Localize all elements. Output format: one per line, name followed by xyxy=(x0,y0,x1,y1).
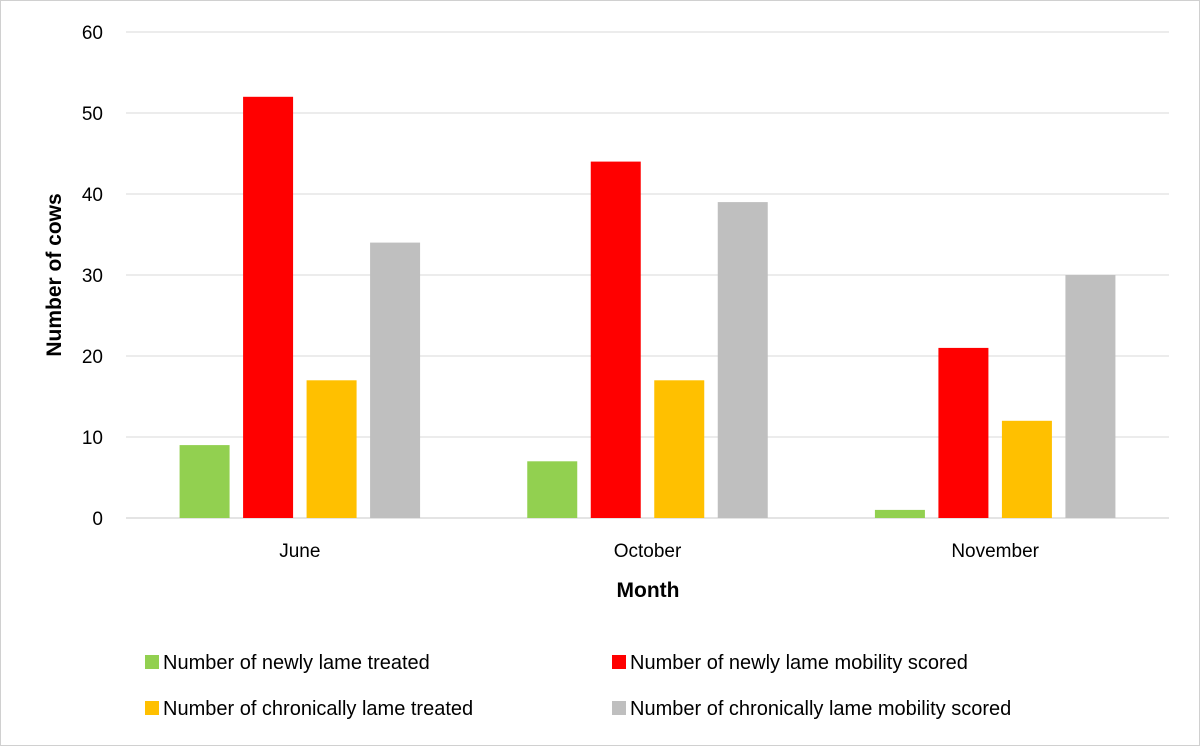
y-axis-ticks: 0 10 20 30 40 50 60 xyxy=(82,23,103,530)
bar xyxy=(938,347,989,518)
y-tick-label: 10 xyxy=(82,428,103,449)
legend-swatch xyxy=(612,701,626,715)
legend-item: Number of newly lame mobility scored xyxy=(612,652,968,674)
legend-swatch xyxy=(145,701,159,715)
legend-item: Number of chronically lame mobility scor… xyxy=(612,698,1011,720)
bar xyxy=(306,380,357,518)
bars xyxy=(179,96,1116,519)
bar xyxy=(243,96,294,519)
legend-label: Number of chronically lame mobility scor… xyxy=(630,698,1011,720)
y-tick-label: 40 xyxy=(82,185,103,206)
legend-swatch xyxy=(145,655,159,669)
bar xyxy=(1065,275,1116,518)
bar xyxy=(717,202,768,518)
y-tick-label: 50 xyxy=(82,104,103,125)
y-tick-label: 60 xyxy=(82,23,103,44)
bar xyxy=(527,461,578,518)
legend: Number of newly lame treated Number of ne… xyxy=(145,652,1011,720)
x-axis-label: Month xyxy=(617,579,680,602)
legend-label: Number of newly lame mobility scored xyxy=(630,652,968,674)
y-tick-label: 30 xyxy=(82,266,103,287)
bar xyxy=(590,161,641,518)
y-tick-label: 0 xyxy=(92,509,103,530)
gridlines xyxy=(126,31,1169,519)
x-tick-label: June xyxy=(279,541,320,562)
legend-item: Number of newly lame treated xyxy=(145,652,430,674)
y-axis-label: Number of cows xyxy=(43,193,66,356)
bar xyxy=(654,380,705,518)
legend-swatch xyxy=(612,655,626,669)
x-tick-label: November xyxy=(951,541,1039,562)
legend-label: Number of chronically lame treated xyxy=(163,698,473,720)
bar xyxy=(874,509,925,518)
x-axis-ticks: June October November xyxy=(279,541,1039,562)
bar xyxy=(370,242,421,518)
bar xyxy=(1001,420,1052,518)
y-tick-label: 20 xyxy=(82,347,103,368)
bar xyxy=(179,445,230,518)
legend-item: Number of chronically lame treated xyxy=(145,698,473,720)
legend-label: Number of newly lame treated xyxy=(163,652,430,674)
x-tick-label: October xyxy=(614,541,682,562)
